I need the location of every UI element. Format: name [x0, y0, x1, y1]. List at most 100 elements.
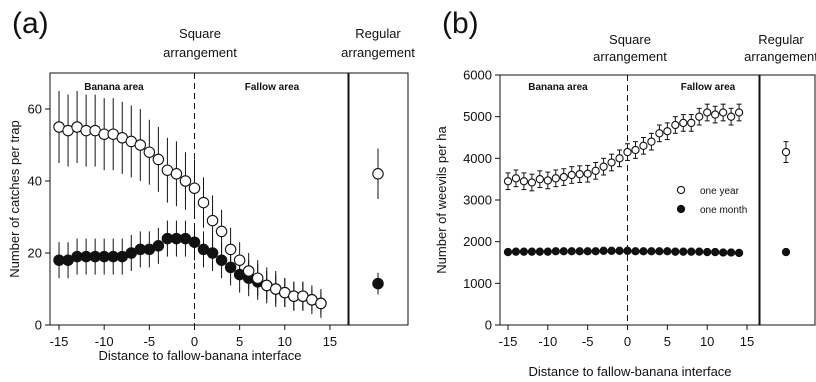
panel-b-series-open-point [583, 169, 592, 178]
panel-a-series-open-point [206, 214, 219, 227]
panel-a-x-tick-label: -15 [50, 334, 69, 349]
panel-a-banana-area-label: Banana area [84, 82, 144, 93]
panel-b-series-filled-point [599, 246, 608, 255]
panel-b-series-open-point [647, 137, 656, 146]
panel-a: (a) Square arrangement Regular arrangeme… [7, 7, 415, 363]
panel-a-regular-frame [348, 72, 409, 326]
panel-a-series-open-point [152, 153, 165, 166]
panel-a-x-tick-label: 0 [191, 334, 198, 349]
panel-a-series-open-point [143, 146, 156, 158]
panel-b-y-tick-label: 1000 [463, 276, 492, 291]
panel-b-series-filled-point [711, 247, 720, 257]
panel-b-series-open-point [695, 112, 704, 121]
panel-a-x-tick-label: 5 [236, 334, 243, 349]
panel-b-series-open-point [591, 166, 600, 175]
panel-b-x-tick-label: -15 [499, 334, 518, 349]
panel-a-marks: 0 20 40 60 -15 -10 -5 0 5 10 15 [28, 73, 384, 349]
panel-b-series-filled-point [734, 248, 744, 258]
legend-label-one-month: one month [700, 205, 747, 216]
panel-a-series-open-point [197, 196, 210, 209]
panel-a-x-tick-label: -10 [95, 334, 114, 349]
panel-a-regular-filled-point [372, 277, 384, 290]
panel-b-series-open-point [535, 175, 544, 184]
panel-a-x-tick-label: 10 [278, 334, 292, 349]
panel-b-series-open-point [575, 170, 584, 179]
panel-b-series-filled-point [551, 247, 560, 256]
panel-a-regular-open-point [372, 168, 384, 180]
panel-b-x-tick-label: -5 [582, 334, 594, 349]
panel-b-series-open-point [559, 172, 568, 182]
panel-b-series-filled-point [671, 247, 680, 256]
panel-b-series-open-point [711, 110, 720, 119]
panel-b-series-filled-point [519, 247, 529, 256]
panel-b-series-open-point [703, 108, 712, 117]
panel-a-fallow-area-label: Fallow area [245, 82, 300, 93]
panel-b-series-open-point [607, 158, 616, 167]
panel-a-y-tick-label: 0 [35, 318, 42, 333]
panel-b-series-filled-point [639, 247, 648, 256]
panel-b-header-right-line2: arrangement [744, 49, 816, 64]
panel-b-series-open-point [511, 174, 521, 183]
panel-b-header-left-line1: Square [609, 32, 651, 47]
panel-b-series-open-point [655, 129, 664, 138]
panel-b-series-filled-point [695, 247, 704, 256]
panel-b-series-filled-point [535, 247, 544, 256]
panel-b-header-right-line1: Regular [758, 32, 804, 47]
panel-b-y-tick-label: 2000 [463, 234, 492, 249]
legend-label-one-year: one year [700, 186, 740, 197]
panel-a-series-filled-point [152, 240, 165, 252]
panel-b-series-open-point [671, 120, 680, 130]
panel-a-x-tick-label: -5 [144, 334, 156, 349]
panel-b-header-left-line2: arrangement [593, 49, 667, 64]
panel-b-regular-filled-point [781, 247, 791, 257]
panel-b-series-open-point [503, 177, 513, 186]
panel-a-series-open-point [251, 272, 264, 284]
panel-b-series-open-point [734, 108, 744, 117]
panel-b-series-filled-point [543, 247, 552, 256]
panel-a-series-open-point [224, 243, 237, 256]
panel-b-legend: one year one month [676, 185, 747, 216]
panel-a-y-tick-label: 60 [28, 102, 42, 117]
panel-b-series-filled-point [511, 247, 521, 256]
panel-a-header-right-line2: arrangement [341, 45, 415, 60]
panel-a-series-open-point [233, 254, 246, 266]
panel-a-x-tick-label: 15 [323, 334, 337, 349]
panel-b-series-filled-point [583, 247, 592, 256]
panel-a-header-right-line1: Regular [355, 26, 401, 41]
panel-b-series-filled-point [527, 247, 537, 256]
panel-b-series-filled-point [679, 247, 688, 256]
panel-b-regular-frame [759, 74, 816, 326]
panel-b-series-open-point [527, 178, 537, 187]
panel-b-series-open-point [639, 141, 648, 150]
panel-a-header-left-line2: arrangement [163, 45, 237, 60]
panel-b-y-axis-label: Number of weevils per ha [434, 126, 449, 274]
panel-b-series-filled-point [718, 248, 728, 257]
panel-b-y-tick-label: 5000 [463, 109, 492, 124]
panel-b-series-open-point [615, 154, 624, 163]
panel-b-banana-area-label: Banana area [528, 82, 588, 93]
panel-b-series-open-point [687, 118, 696, 128]
panel-b-y-tick-label: 6000 [463, 68, 492, 83]
panel-a-series-open-point [188, 182, 201, 194]
panel-b-series-filled-point [655, 247, 664, 256]
panel-b-x-tick-label: 10 [700, 334, 714, 349]
panel-a-series-filled-point [215, 254, 228, 266]
legend-marker-filled [676, 204, 686, 214]
panel-b-series-filled-point [726, 248, 736, 257]
panel-b-y-tick-label: 4000 [463, 151, 492, 166]
panel-b-y-tick-label: 3000 [463, 193, 492, 208]
panel-a-series-open-point [179, 175, 192, 187]
panel-a-plot-frame [49, 72, 349, 326]
panel-b-y-tick-label: 0 [485, 318, 492, 333]
panel-b-series-filled-point [559, 247, 568, 256]
panel-b-series-filled-point [607, 246, 616, 255]
panel-a-x-axis-label: Distance to fallow-banana interface [98, 348, 301, 363]
panel-b-x-tick-label: -10 [538, 334, 557, 349]
panel-b-marks: 0 1000 2000 3000 4000 5000 6000 -15 -10 -5 0 5 10 15 [463, 68, 791, 349]
panel-b-x-tick-label: 5 [664, 334, 671, 349]
panel-a-series-open-point [170, 168, 183, 180]
panel-b-series-open-point [718, 108, 728, 117]
panel-b-series-filled-point [575, 247, 584, 256]
panel-b-series-open-point [519, 177, 529, 186]
